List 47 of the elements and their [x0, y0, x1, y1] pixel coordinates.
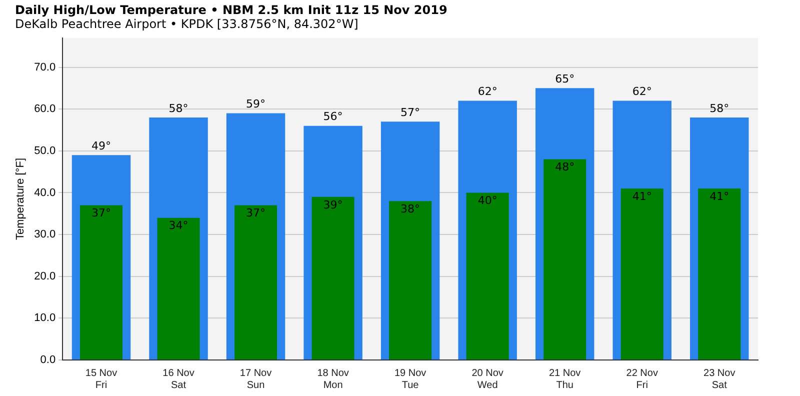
x-tick-label: 17 Nov Sun: [240, 368, 272, 391]
data-label: 62°: [478, 85, 498, 98]
data-label: 48°: [555, 160, 575, 174]
bar: [312, 196, 354, 360]
bar: [544, 159, 586, 360]
data-label: 38°: [400, 202, 420, 216]
y-tick-label: 0.0: [40, 354, 56, 366]
y-tick-label: 70.0: [34, 61, 56, 74]
data-label: 37°: [91, 206, 111, 220]
y-tick-label: 50.0: [34, 144, 56, 157]
bar: [234, 205, 278, 360]
x-tick-label: 19 Nov Tue: [394, 368, 426, 391]
data-label: 39°: [323, 198, 343, 212]
data-label: 56°: [323, 110, 343, 124]
x-tick-label: 21 Nov Thu: [548, 368, 581, 391]
x-tick-label: 22 Nov Fri: [626, 368, 658, 391]
y-axis-title: Temperature [°F]: [14, 158, 27, 240]
chart-title: Daily High/Low Temperature • NBM 2.5 km Init 11z 15 Nov 2019: [15, 3, 448, 17]
y-tick-label: 10.0: [34, 312, 56, 324]
y-tick-label: 60.0: [34, 103, 56, 116]
data-label: 41°: [632, 190, 652, 203]
data-label: 34°: [168, 219, 188, 232]
x-tick-label: 16 Nov Sat: [162, 368, 194, 391]
data-label: 65°: [555, 72, 575, 86]
x-tick-label: 15 Nov Fri: [85, 368, 118, 391]
data-label: 58°: [168, 102, 188, 115]
bar: [157, 218, 200, 360]
y-tick-label: 40.0: [34, 186, 56, 199]
x-tick-label: 18 Nov Mon: [317, 368, 349, 391]
bar: [698, 188, 741, 360]
bar: [466, 192, 509, 360]
y-tick-label: 20.0: [34, 270, 56, 282]
data-label: 49°: [91, 139, 111, 152]
bar: [389, 201, 432, 360]
bar: [80, 205, 122, 360]
data-label: 57°: [400, 106, 420, 119]
data-label: 41°: [710, 190, 730, 203]
data-label: 62°: [632, 85, 652, 98]
chart-subtitle: DeKalb Peachtree Airport • KPDK [33.8756°N, 84.302°W]: [15, 17, 358, 31]
data-label: 59°: [246, 98, 266, 111]
data-label: 40°: [478, 194, 498, 208]
x-tick-label: 23 Nov Sat: [704, 368, 736, 391]
data-label: 37°: [246, 206, 266, 220]
data-label: 58°: [710, 102, 730, 115]
y-tick-label: 30.0: [34, 228, 56, 241]
x-tick-label: 20 Nov Wed: [472, 368, 504, 391]
bar: [620, 188, 664, 360]
